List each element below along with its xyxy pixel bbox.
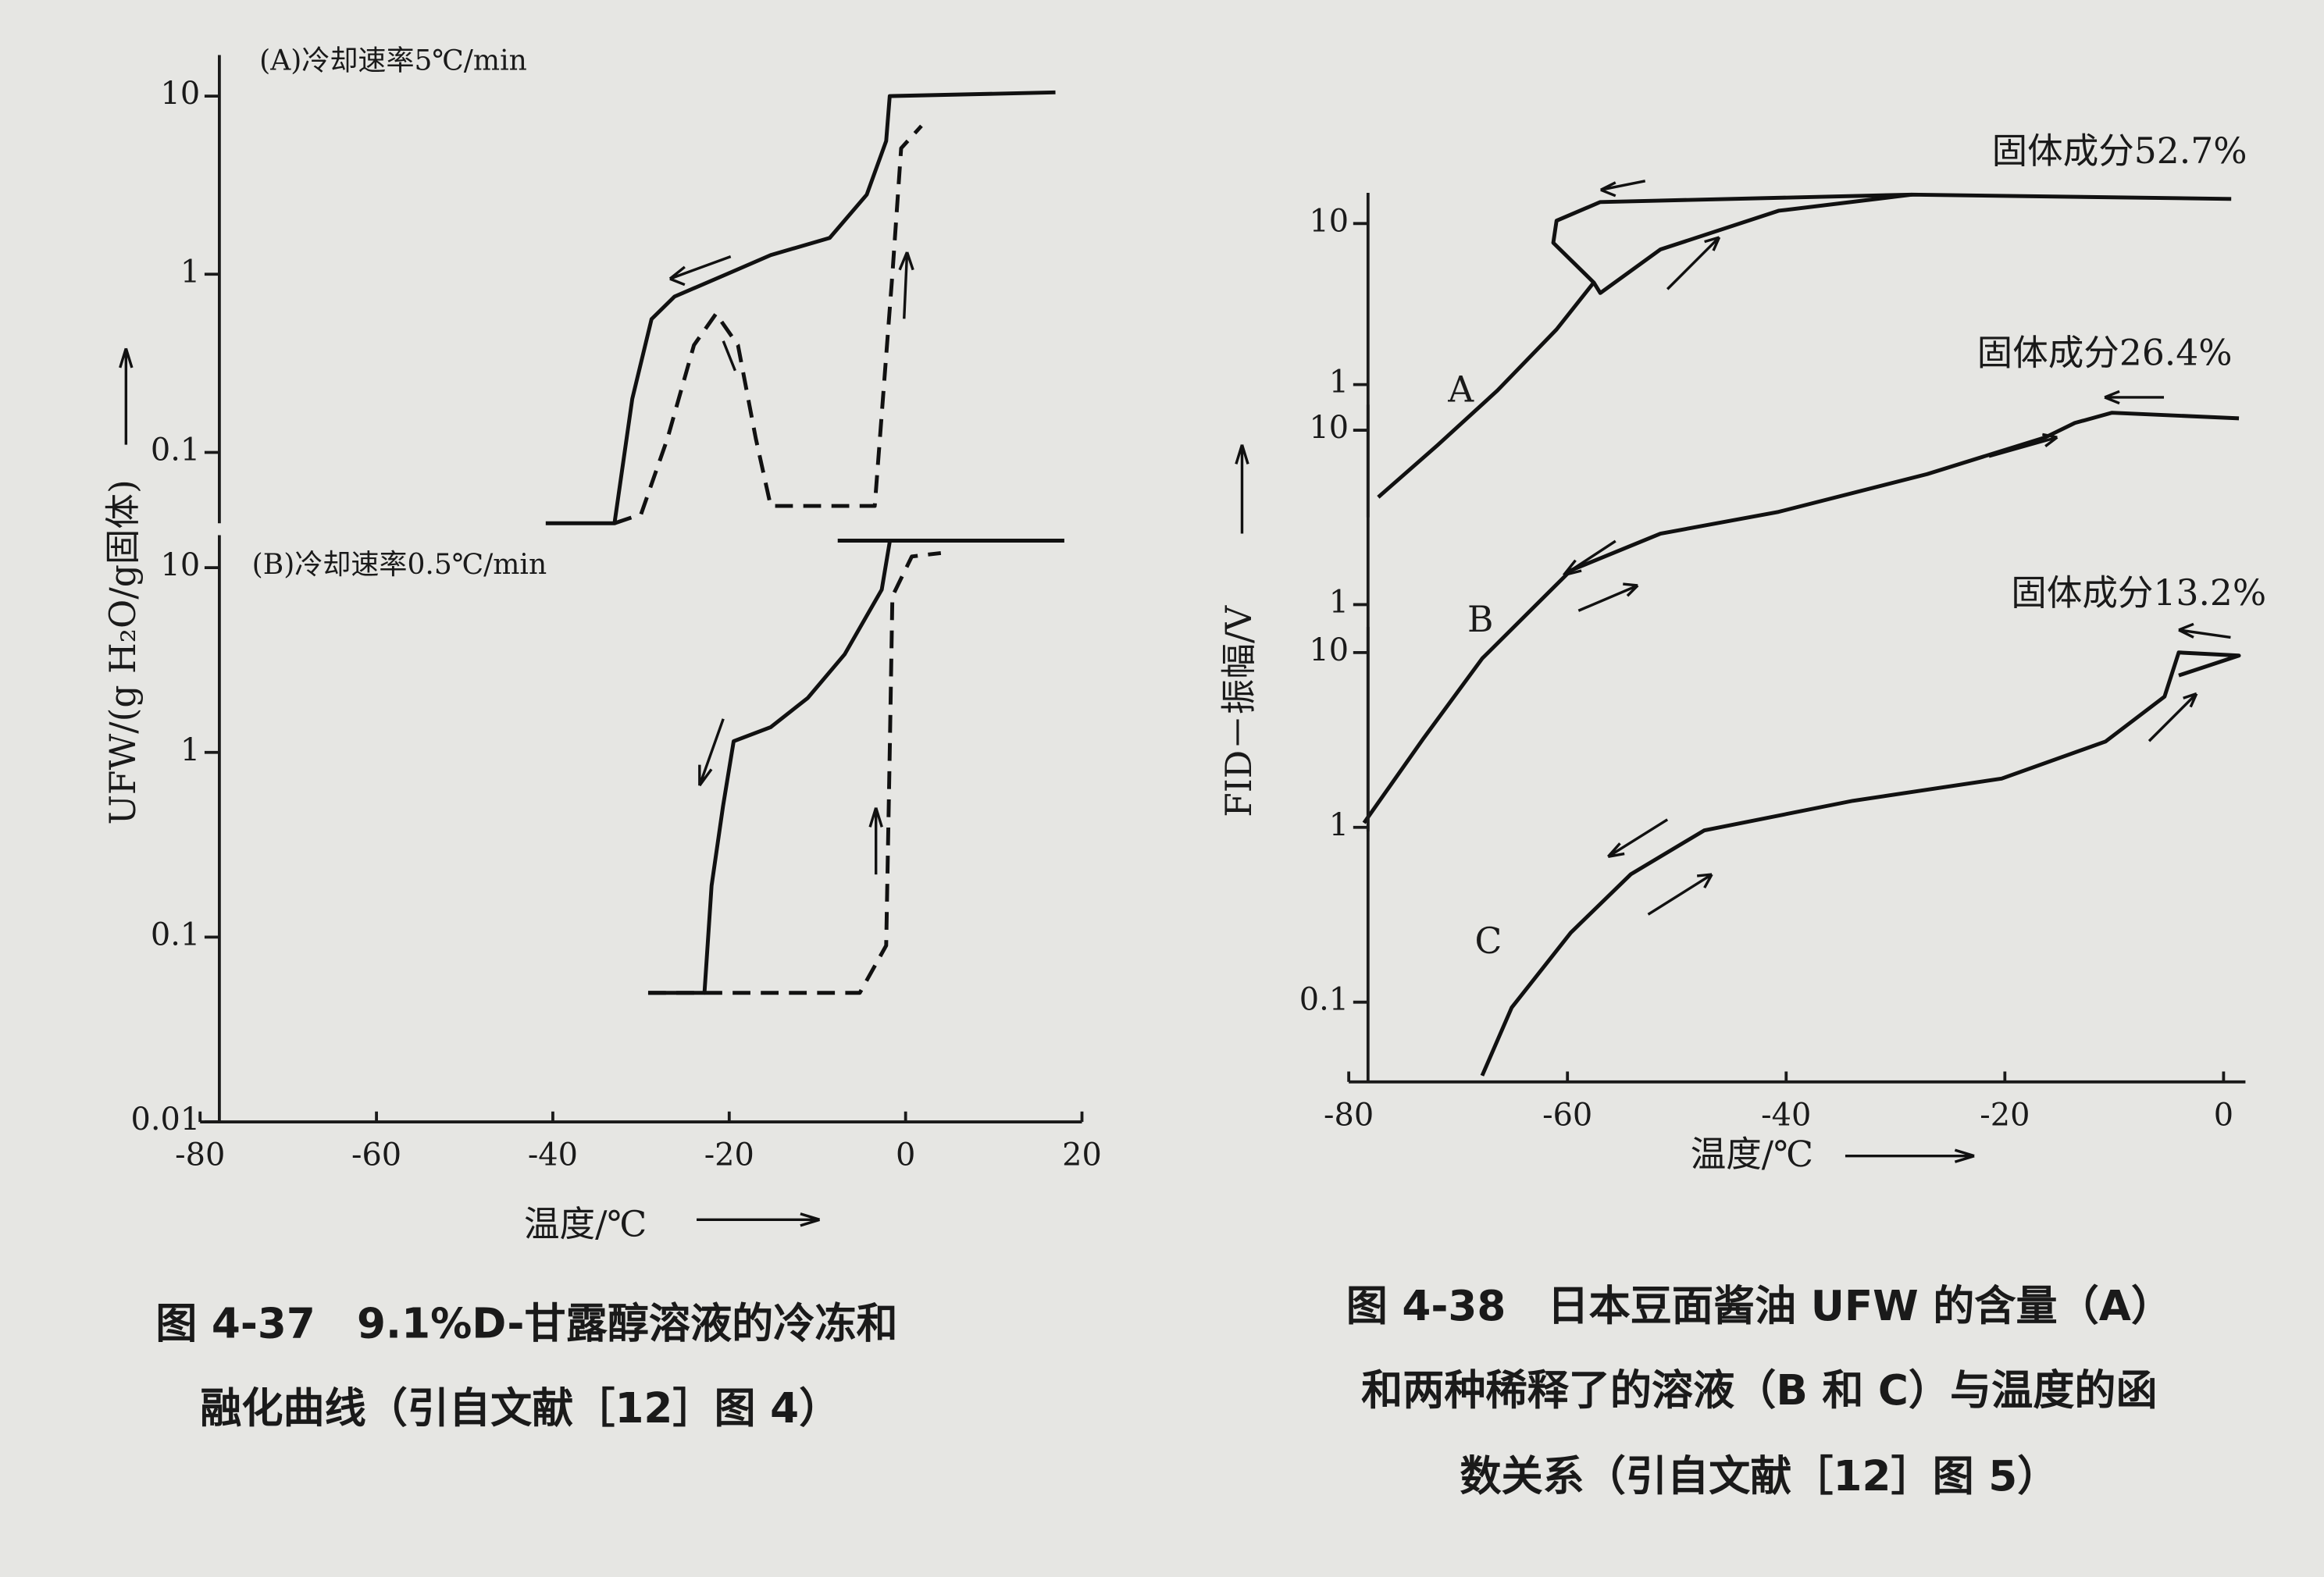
y-tick-label: 0.01 xyxy=(131,1102,201,1137)
y-tick-label: 1 xyxy=(180,254,200,290)
y-tick-label: 10 xyxy=(1309,410,1349,446)
annotation: 固体成分13.2% xyxy=(2011,572,2266,614)
x-tick-label: -40 xyxy=(528,1137,578,1173)
arrow xyxy=(1666,236,1721,290)
y-tick-label: 10 xyxy=(161,547,201,583)
arrow xyxy=(2104,390,2165,405)
x-tick-label: -20 xyxy=(704,1137,754,1173)
caption-line: 融化曲线（引自文献［12］图 4） xyxy=(200,1384,840,1433)
x-tick-label: 20 xyxy=(1062,1137,1102,1173)
y-tick-label: 10 xyxy=(1309,203,1349,239)
arrow xyxy=(1600,180,1646,198)
x-tick-label: -60 xyxy=(351,1137,401,1173)
x-tick-label: -80 xyxy=(175,1137,225,1173)
y-tick-label: 1 xyxy=(1329,584,1349,620)
x-tick-label: -80 xyxy=(1324,1097,1374,1133)
arrow xyxy=(697,1212,821,1227)
y-tick-label: 0.1 xyxy=(1299,982,1349,1018)
annotation: B xyxy=(1467,599,1493,640)
annotation: 固体成分52.7% xyxy=(1992,130,2247,172)
y-tick-label: 0.1 xyxy=(151,917,200,952)
arrow xyxy=(898,251,914,319)
curve xyxy=(1480,650,2241,1077)
y-tick-label: 10 xyxy=(161,76,201,112)
curve xyxy=(647,541,892,995)
panel-title: (B)冷却速率0.5℃/min xyxy=(252,548,547,581)
arrow xyxy=(2178,622,2231,639)
x-tick-label: 0 xyxy=(896,1137,915,1173)
y-tick-label: 1 xyxy=(180,732,200,768)
arrow xyxy=(698,718,725,787)
caption-line: 数关系（引自文献［12］图 5） xyxy=(1460,1452,2058,1500)
x-tick-label: -40 xyxy=(1761,1097,1811,1133)
curve xyxy=(614,124,923,525)
x-tick-label: 0 xyxy=(2214,1097,2233,1133)
y-axis-label: FID－振幅/V xyxy=(1218,605,1260,817)
curve xyxy=(1592,192,1912,295)
x-axis-label: 温度/℃ xyxy=(1691,1134,1813,1175)
annotation: 固体成分26.4% xyxy=(1977,332,2233,373)
caption-line: 和两种稀释了的溶液（B 和 C）与温度的函 xyxy=(1361,1366,2158,1415)
x-tick-label: -20 xyxy=(1980,1097,2030,1133)
arrow xyxy=(1647,873,1713,916)
arrow xyxy=(2148,692,2198,742)
y-tick-label: 0.1 xyxy=(151,432,200,468)
y-tick-label: 1 xyxy=(1329,807,1349,843)
annotation: C xyxy=(1474,920,1502,962)
arrow xyxy=(1845,1148,1975,1163)
arrow xyxy=(119,347,134,445)
y-axis-label: UFW/(g H₂O/g固体) xyxy=(102,479,144,824)
arrow xyxy=(1235,444,1249,534)
annotation: A xyxy=(1447,369,1474,411)
x-axis-label: 温度/℃ xyxy=(524,1203,647,1244)
caption-line: 图 4-37 9.1%D-甘露醇溶液的冷冻和 xyxy=(155,1300,897,1348)
curve xyxy=(647,550,942,995)
panel-title: (A)冷却速率5℃/min xyxy=(259,44,527,77)
arrow xyxy=(1607,818,1669,858)
arrow xyxy=(668,255,732,287)
arrow xyxy=(1577,582,1639,612)
arrow xyxy=(722,340,736,372)
y-tick-label: 1 xyxy=(1329,365,1349,400)
x-tick-label: -60 xyxy=(1542,1097,1592,1133)
curve xyxy=(1377,192,2232,499)
curve xyxy=(1362,411,2240,824)
curve xyxy=(545,90,1056,525)
arrow xyxy=(868,807,883,875)
y-tick-label: 10 xyxy=(1309,632,1349,668)
caption-line: 图 4-38 日本豆面酱油 UFW 的含量（A） xyxy=(1346,1282,2173,1330)
